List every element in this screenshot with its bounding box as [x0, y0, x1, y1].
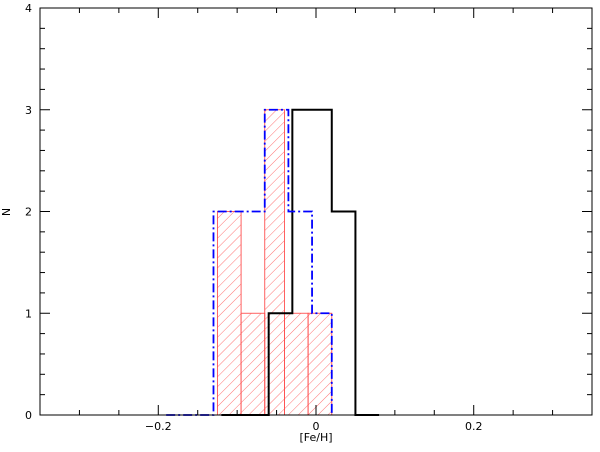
x-tick-label: −0.2: [145, 420, 172, 433]
y-tick-label: 4: [25, 2, 32, 15]
y-axis-label: N: [0, 208, 13, 216]
hatched-bar-0: [216, 211, 242, 416]
hatched-bar-4: [307, 312, 333, 416]
hatched-bar-3: [284, 312, 309, 416]
y-tick-label: 2: [25, 206, 32, 219]
hatched-bar-1: [240, 312, 266, 416]
y-tick-label: 3: [25, 104, 32, 117]
x-tick-label: 0: [313, 420, 320, 433]
x-tick-label: 0.2: [465, 420, 483, 433]
y-tick-label: 1: [25, 307, 32, 320]
dashdot-histogram-outline: [166, 108, 333, 416]
plot-area: [166, 108, 380, 416]
x-axis-label: [Fe/H]: [299, 431, 332, 444]
axis-ticks: −0.2 0 0.2 0 1 2 3 4: [25, 2, 593, 433]
y-tick-label: 0: [25, 409, 32, 422]
solid-histogram-outline: [221, 108, 380, 416]
